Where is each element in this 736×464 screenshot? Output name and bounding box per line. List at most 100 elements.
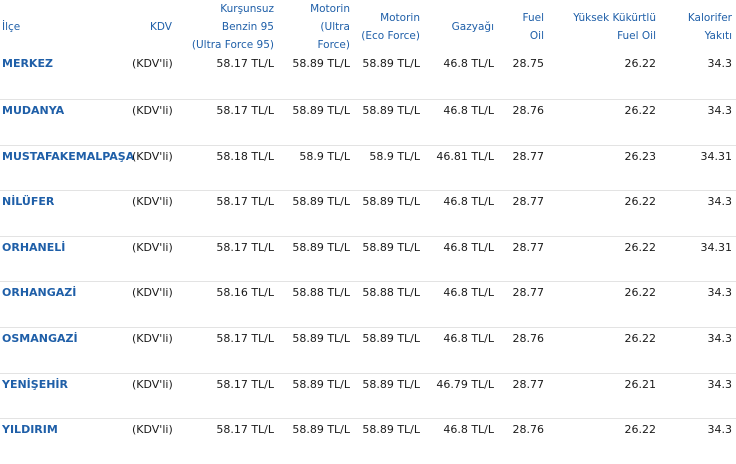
column-header-gazyagi: Gazyağı: [424, 0, 498, 54]
price-cell-yuksek-kukurtlu: 26.22: [548, 281, 660, 328]
price-cell-fuel-oil: 28.77: [498, 235, 548, 282]
kdv-label: (KDV'li): [132, 57, 173, 70]
price-cell-motorin-ultra: 58.89 TL/L: [278, 190, 354, 237]
price-cell-yuksek-kukurtlu: 26.22: [624, 57, 657, 70]
price-cell-gazyagi: 46.79 TL/L: [424, 372, 498, 419]
column-header-line: Benzin 95: [221, 21, 274, 33]
district-name: MUDANYA: [0, 99, 128, 146]
price-cell-gazyagi: 46.8 TL/L: [424, 418, 498, 464]
price-cell-kursunsuz: 58.16 TL/L: [176, 281, 278, 328]
price-cell-fuel-oil: 28.76: [498, 418, 548, 464]
price-cell-gazyagi: 46.8 TL/L: [424, 327, 498, 374]
kdv-label: (KDV'li): [128, 372, 176, 419]
price-cell-kalorifer: 34.3: [660, 418, 736, 464]
price-cell-kursunsuz: 58.17 TL/L: [176, 99, 278, 146]
price-cell-kalorifer: 34.31: [660, 235, 736, 282]
price-cell-fuel-oil: 28.76: [498, 99, 548, 146]
column-header-line: KDV: [150, 21, 172, 33]
price-cell-motorin-eco: 58.89 TL/L: [354, 327, 424, 374]
price-cell-motorin-ultra: 58.89 TL/L: [278, 372, 354, 419]
price-cell-motorin-eco: 58.89 TL/L: [354, 190, 424, 237]
price-cell-kursunsuz: 58.18 TL/L: [176, 144, 278, 191]
column-header-line: Fuel: [522, 12, 545, 24]
price-cell-gazyagi: 46.8 TL/L: [424, 190, 498, 237]
table-row: MERKEZ (KDV'li) 58.17 TL/L 58.89 TL/L 58.89 …: [0, 54, 736, 100]
price-cell-kursunsuz: 58.17 TL/L: [176, 235, 278, 282]
kdv-label: (KDV'li): [128, 144, 176, 191]
price-cell-kalorifer: 34.31: [660, 144, 736, 191]
price-cell-kalorifer: 34.3: [660, 327, 736, 374]
price-cell-yuksek-kukurtlu: 26.22: [548, 327, 660, 374]
column-header-line: Oil: [529, 30, 544, 42]
price-cell-kursunsuz: 58.17 TL/L: [176, 372, 278, 419]
price-cell-kalorifer: 34.3: [707, 57, 733, 70]
header-row: İlçe KDV Kurşunsuz Benzin 95 (Ultra Force 95…: [0, 0, 736, 54]
price-cell-kursunsuz: 58.17 TL/L: [176, 190, 278, 237]
column-header-line: (Ultra Force 95): [191, 39, 274, 51]
column-header-motorin-ultra: Motorin (Ultra Force): [278, 0, 354, 54]
kdv-label: (KDV'li): [128, 190, 176, 237]
price-cell-motorin-eco: 58.89 TL/L: [354, 418, 424, 464]
kdv-label: (KDV'li): [128, 235, 176, 282]
table-row: MUDANYA (KDV'li) 58.17 TL/L 58.89 TL/L 58.89…: [0, 99, 736, 146]
column-header-line: Gazyağı: [451, 21, 494, 33]
price-cell-motorin-ultra: 58.9 TL/L: [278, 144, 354, 191]
column-header-line: (Eco Force): [361, 30, 420, 42]
price-cell-motorin-ultra: 58.89 TL/L: [278, 327, 354, 374]
price-cell-motorin-ultra: 58.89 TL/L: [278, 235, 354, 282]
table-header: İlçe KDV Kurşunsuz Benzin 95 (Ultra Force 95…: [0, 0, 736, 54]
district-name: YENİŞEHİR: [0, 372, 128, 419]
price-cell-kalorifer: 34.3: [660, 372, 736, 419]
price-cell-yuksek-kukurtlu: 26.22: [548, 99, 660, 146]
price-cell-motorin-ultra: 58.89 TL/L: [278, 99, 354, 146]
column-header-line: Yakıtı: [704, 30, 732, 42]
price-cell-fuel-oil: 28.77: [498, 372, 548, 419]
price-cell-motorin-eco: 58.9 TL/L: [354, 144, 424, 191]
price-cell-fuel-oil: 28.77: [498, 144, 548, 191]
price-cell-kursunsuz: 58.17 TL/L: [176, 327, 278, 374]
kdv-label: (KDV'li): [128, 99, 176, 146]
district-name: ORHANELİ: [0, 235, 128, 282]
column-header-line: Kurşunsuz: [220, 3, 274, 15]
column-header-line: (Ultra: [320, 21, 350, 33]
table-row: MUSTAFAKEMALPAŞA (KDV'li) 58.18 TL/L 58.9 T…: [0, 144, 736, 191]
district-name: MERKEZ: [2, 57, 53, 70]
district-name: YILDIRIM: [0, 418, 128, 464]
price-cell-motorin-eco: 58.89 TL/L: [362, 57, 420, 70]
district-name: OSMANGAZİ: [0, 327, 128, 374]
table-row: ORHANGAZİ (KDV'li) 58.16 TL/L 58.88 TL/L 58.…: [0, 281, 736, 328]
price-cell-kalorifer: 34.3: [660, 190, 736, 237]
table-row: YILDIRIM (KDV'li) 58.17 TL/L 58.89 TL/L 58.8…: [0, 418, 736, 464]
price-cell-motorin-eco: 58.89 TL/L: [354, 99, 424, 146]
price-cell-motorin-eco: 58.89 TL/L: [354, 372, 424, 419]
price-cell-motorin-ultra: 58.89 TL/L: [278, 418, 354, 464]
price-cell-motorin-ultra: 58.88 TL/L: [278, 281, 354, 328]
column-header-kalorifer: Kalorifer Yakıtı: [660, 0, 736, 54]
price-cell-motorin-eco: 58.88 TL/L: [354, 281, 424, 328]
price-cell-kursunsuz: 58.17 TL/L: [176, 418, 278, 464]
district-name: NİLÜFER: [0, 190, 128, 237]
price-cell-fuel-oil: 28.77: [498, 281, 548, 328]
price-cell-motorin-eco: 58.89 TL/L: [354, 235, 424, 282]
column-header-fuel-oil: Fuel Oil: [498, 0, 548, 54]
kdv-label: (KDV'li): [128, 281, 176, 328]
price-cell-gazyagi: 46.8 TL/L: [424, 235, 498, 282]
table-row: OSMANGAZİ (KDV'li) 58.17 TL/L 58.89 TL/L 58.…: [0, 327, 736, 374]
column-header-line: Fuel Oil: [617, 30, 656, 42]
price-cell-motorin-ultra: 58.89 TL/L: [292, 57, 350, 70]
column-header-kursunsuz: Kurşunsuz Benzin 95 (Ultra Force 95): [176, 0, 278, 54]
column-header-yuksek-kukurtlu: Yüksek Kükürtlü Fuel Oil: [548, 0, 660, 54]
column-header-line: Motorin: [380, 12, 420, 24]
price-cell-kalorifer: 34.3: [660, 281, 736, 328]
column-header-line: Kalorifer: [687, 12, 732, 24]
price-cell-gazyagi: 46.8 TL/L: [424, 99, 498, 146]
column-header-motorin-eco: Motorin (Eco Force): [354, 0, 424, 54]
price-cell-kursunsuz: 58.17 TL/L: [216, 57, 274, 70]
price-cell-gazyagi: 46.8 TL/L: [443, 57, 494, 70]
price-cell-gazyagi: 46.8 TL/L: [424, 281, 498, 328]
price-cell-yuksek-kukurtlu: 26.21: [548, 372, 660, 419]
price-cell-gazyagi: 46.81 TL/L: [424, 144, 498, 191]
table-row: NİLÜFER (KDV'li) 58.17 TL/L 58.89 TL/L 58.89…: [0, 190, 736, 237]
price-cell-yuksek-kukurtlu: 26.22: [548, 418, 660, 464]
